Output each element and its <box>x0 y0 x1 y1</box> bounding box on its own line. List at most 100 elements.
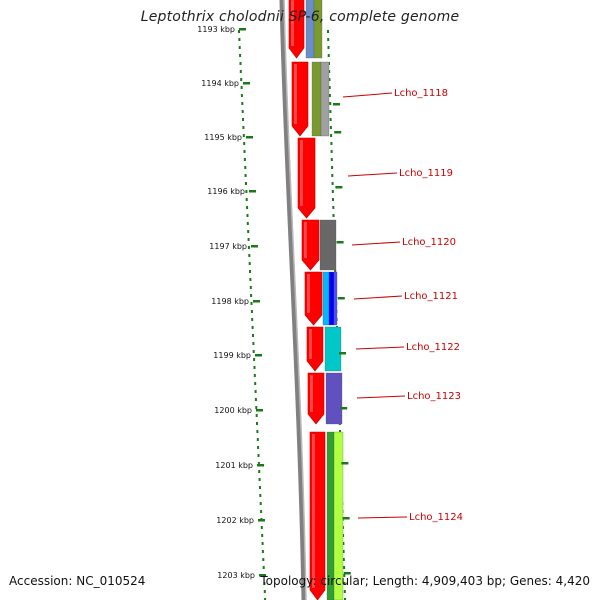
scale-dot <box>242 126 245 129</box>
track-dot <box>342 542 345 545</box>
scale-dot <box>263 582 266 585</box>
scale-dot <box>254 398 257 401</box>
track-dot <box>327 30 329 33</box>
scale-dot <box>258 470 261 473</box>
track-dot <box>344 598 346 600</box>
scale-dot <box>260 510 263 513</box>
scale-dot <box>241 110 244 113</box>
scale-dot <box>255 414 258 417</box>
track-dot <box>343 582 346 585</box>
scale-tick <box>239 28 246 31</box>
track-dot <box>330 142 333 145</box>
scale-ticks: 1193 kbp 1194 kbp 1195 kbp 1196 kbp 1197 kbp… <box>197 25 351 580</box>
scale-dot <box>257 454 260 457</box>
backbone-highlight <box>283 0 307 600</box>
backbone-line <box>279 0 307 600</box>
track-tick <box>342 517 350 520</box>
cog-box <box>328 271 335 326</box>
scale-dot <box>257 446 260 449</box>
scale-label: 1200 kbp <box>214 406 252 415</box>
scale-dot <box>253 374 256 377</box>
scale-dot <box>247 246 250 249</box>
scale-dot <box>251 318 254 321</box>
cog-box <box>313 0 323 59</box>
track-dot <box>330 150 333 153</box>
track-tick <box>334 131 342 134</box>
scale-dot <box>249 270 251 273</box>
track-dot <box>343 590 346 593</box>
scale-dot <box>239 54 242 57</box>
scale-dot <box>245 198 248 201</box>
scale-dot <box>243 150 246 153</box>
scale-tick <box>256 409 263 412</box>
scale-dot <box>259 494 262 497</box>
gene-label: Lcho_1124 <box>409 512 463 523</box>
track-dot <box>329 110 332 113</box>
scale-dot <box>264 598 267 600</box>
map-title: Leptothrix cholodnii SP-6, complete geno… <box>140 9 460 25</box>
gene-label: Lcho_1122 <box>406 342 460 353</box>
scale-tick <box>251 245 258 248</box>
scale-dot <box>262 558 265 561</box>
scale-dot <box>238 30 240 33</box>
cog-track <box>305 0 344 600</box>
gene-label: Lcho_1118 <box>394 88 448 99</box>
track-dot <box>328 94 331 97</box>
scale-dot <box>248 262 251 265</box>
scale-dot <box>238 38 241 41</box>
scale-dot <box>243 158 246 161</box>
cds-arrow-shine <box>312 434 315 588</box>
gene-label-lines <box>342 92 408 519</box>
scale-dot <box>261 542 264 545</box>
scale-dot <box>252 334 254 337</box>
scale-dot <box>243 142 246 145</box>
cog-box <box>311 61 322 137</box>
scale-dot <box>242 134 245 137</box>
scale-label: 1199 kbp <box>213 351 251 360</box>
track-tick <box>335 186 343 189</box>
scale-dot <box>250 310 253 313</box>
scale-dot <box>256 438 259 441</box>
track-dot <box>329 126 332 129</box>
track-dot <box>334 270 337 273</box>
scale-tick <box>243 82 250 85</box>
cog-box <box>333 431 344 600</box>
scale-dot <box>249 286 252 289</box>
track-dot <box>330 134 333 137</box>
scale-label: 1193 kbp <box>197 25 235 34</box>
scale-dot <box>238 46 241 49</box>
scale-dot <box>240 86 243 89</box>
scale-dot <box>241 102 244 105</box>
track-tick <box>343 572 351 575</box>
scale-dot <box>240 94 243 97</box>
scale-label: 1202 kbp <box>216 516 254 525</box>
scale-tick <box>253 300 260 303</box>
gene-label: Lcho_1121 <box>404 291 458 302</box>
scale-dot <box>251 326 254 329</box>
scale-label: 1197 kbp <box>209 242 247 251</box>
scale-dot <box>259 486 261 489</box>
scale-dot <box>252 350 255 353</box>
scale-dot <box>246 206 249 209</box>
scale-dot <box>256 430 259 433</box>
cds-arrow-shine <box>294 64 297 124</box>
scale-dot <box>258 478 261 481</box>
track-dot <box>327 38 330 41</box>
scale-dot <box>239 70 242 73</box>
gene-label-line <box>357 516 408 519</box>
scale-label: 1198 kbp <box>211 297 249 306</box>
scale-dot <box>242 118 244 121</box>
track-dot <box>329 118 332 121</box>
scale-dot <box>247 230 250 233</box>
gene-label: Lcho_1120 <box>402 237 456 248</box>
track-dot <box>327 54 330 57</box>
gene-label-line <box>347 172 398 177</box>
genome-summary-text: Topology: circular; Length: 4,909,403 bp… <box>260 574 590 588</box>
scale-dot <box>253 358 256 361</box>
scale-dot <box>257 462 260 465</box>
track-dot <box>342 550 345 553</box>
scale-tick <box>249 190 256 193</box>
scale-dot <box>254 390 257 393</box>
scale-tick <box>259 574 266 577</box>
